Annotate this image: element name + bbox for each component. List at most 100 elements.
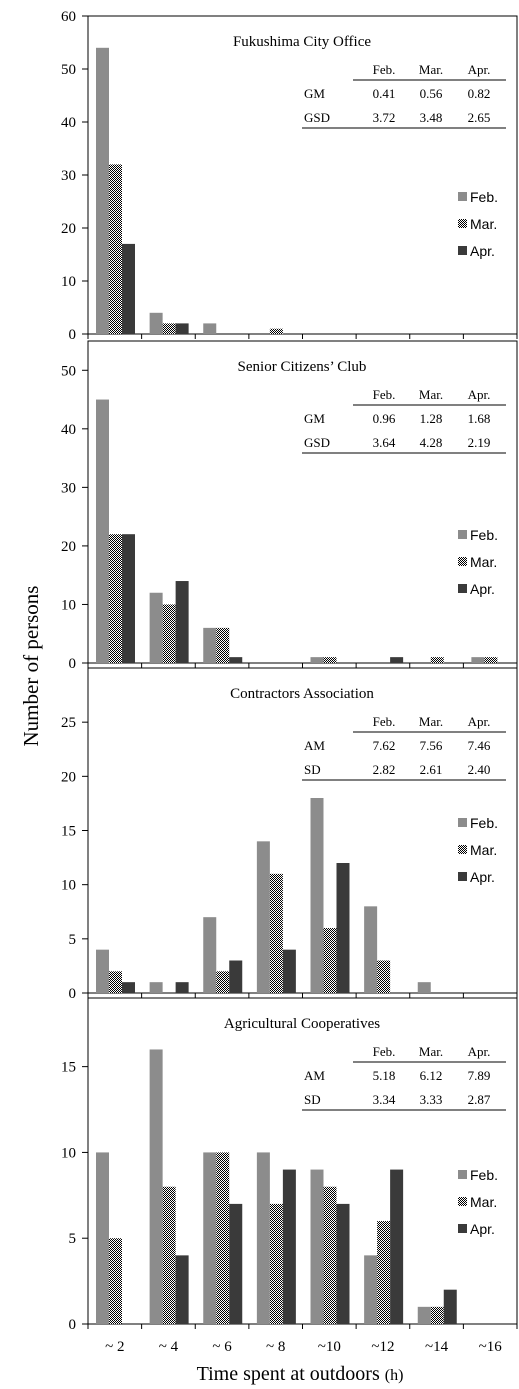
table-cell: 2.82 xyxy=(373,762,396,777)
y-tick-label: 20 xyxy=(61,221,76,237)
bar-mar-1 xyxy=(109,534,122,663)
bar-mar-4 xyxy=(269,1203,283,1324)
bar-feb-2 xyxy=(149,1049,163,1324)
legend-swatch-feb xyxy=(458,1170,467,1179)
bar-feb-1 xyxy=(96,47,109,335)
bar-mar-7 xyxy=(430,1306,444,1324)
y-tick-label: 10 xyxy=(61,878,76,894)
y-tick-label: 40 xyxy=(61,115,76,131)
table-header-cell: Feb. xyxy=(373,387,396,402)
legend-swatch-apr xyxy=(458,246,467,255)
bar-feb-7 xyxy=(417,982,431,993)
legend-swatch-feb xyxy=(458,818,467,827)
y-tick-label: 10 xyxy=(61,274,76,290)
table-header-cell: Apr. xyxy=(468,1044,491,1059)
bar-mar-7 xyxy=(430,657,444,663)
bar-mar-1 xyxy=(109,971,122,993)
bar-apr-4 xyxy=(282,1169,296,1324)
y-tick-label: 10 xyxy=(61,597,76,613)
y-tick-label: 0 xyxy=(69,656,77,672)
legend-label: Feb. xyxy=(470,815,498,831)
y-tick-label: 30 xyxy=(61,168,76,184)
y-tick-label: 5 xyxy=(69,1231,77,1247)
table-cell: GSD xyxy=(304,435,330,450)
legend-label: Apr. xyxy=(470,581,495,597)
table-cell: 2.61 xyxy=(420,762,443,777)
bar-feb-3 xyxy=(203,1152,217,1324)
table-cell: 2.19 xyxy=(468,435,491,450)
legend-label: Mar. xyxy=(470,554,497,570)
y-tick-label: 20 xyxy=(61,769,76,785)
table-cell: 3.34 xyxy=(373,1092,396,1107)
bar-feb-1 xyxy=(96,1152,109,1324)
panel-title: Fukushima City Office xyxy=(233,34,371,50)
legend-label: Apr. xyxy=(470,243,495,259)
bar-feb-4 xyxy=(256,841,270,993)
bar-mar-2 xyxy=(162,604,176,663)
table-cell: 2.87 xyxy=(468,1092,491,1107)
bar-apr-7 xyxy=(443,1289,457,1324)
x-axis-label: Time spent at outdoors (h) xyxy=(197,1363,404,1385)
bar-feb-5 xyxy=(310,1169,324,1324)
table-cell: 0.82 xyxy=(468,86,491,101)
bar-feb-6 xyxy=(364,1255,378,1324)
y-tick-label: 0 xyxy=(69,986,77,1002)
legend-swatch-apr xyxy=(458,872,467,881)
table-header-cell: Feb. xyxy=(373,1044,396,1059)
bar-apr-5 xyxy=(336,863,350,993)
y-tick-label: 50 xyxy=(61,62,76,78)
y-tick-label: 5 xyxy=(69,932,77,948)
legend-swatch-apr xyxy=(458,1224,467,1233)
x-axis-label-unit: (h) xyxy=(385,1367,404,1384)
bar-apr-2 xyxy=(175,982,189,993)
table-cell: 7.62 xyxy=(373,738,396,753)
table-header-cell: Mar. xyxy=(419,1044,443,1059)
bar-feb-3 xyxy=(203,627,217,663)
table-cell: SD xyxy=(304,762,321,777)
legend-label: Apr. xyxy=(470,869,495,885)
y-tick-label: 10 xyxy=(61,1145,76,1161)
y-tick-label: 50 xyxy=(61,363,76,379)
bar-mar-6 xyxy=(377,960,391,993)
x-tick-label: ~10 xyxy=(318,1339,341,1355)
x-tick-label: ~ 8 xyxy=(266,1339,285,1355)
x-tick-label: ~16 xyxy=(479,1339,503,1355)
bar-feb-1 xyxy=(96,949,109,993)
bar-mar-1 xyxy=(109,1238,122,1324)
bar-feb-1 xyxy=(96,399,109,663)
table-cell: 2.40 xyxy=(468,762,491,777)
bar-apr-2 xyxy=(175,581,189,663)
table-cell: 3.48 xyxy=(420,110,443,125)
table-cell: AM xyxy=(304,738,325,753)
x-tick-label: ~12 xyxy=(371,1339,394,1355)
bar-feb-8 xyxy=(471,657,485,663)
plot-frame xyxy=(87,15,518,335)
table-header-cell: Feb. xyxy=(373,714,396,729)
table-header-cell: Mar. xyxy=(419,714,443,729)
y-tick-label: 15 xyxy=(61,1060,76,1076)
y-axis-label: Number of persons xyxy=(19,586,43,747)
bar-feb-2 xyxy=(149,312,163,334)
bar-feb-6 xyxy=(364,906,378,993)
bar-apr-1 xyxy=(122,982,135,993)
bar-apr-2 xyxy=(175,1255,189,1324)
bar-feb-4 xyxy=(256,1152,270,1324)
panel-4: 0 5 10 15 Agricultural Cooperatives Feb. Mar. A… xyxy=(61,997,518,1355)
bar-feb-7 xyxy=(417,1306,431,1324)
bar-feb-3 xyxy=(203,917,217,993)
bar-apr-1 xyxy=(122,534,135,663)
table-header-cell: Apr. xyxy=(468,714,491,729)
table-cell: 1.68 xyxy=(468,411,491,426)
legend-label: Apr. xyxy=(470,1221,495,1237)
table-cell: 3.72 xyxy=(373,110,396,125)
bar-mar-4 xyxy=(269,873,283,993)
table-cell: 7.89 xyxy=(468,1068,491,1083)
table-cell: GM xyxy=(304,86,325,101)
y-tick-label: 20 xyxy=(61,539,76,555)
legend-swatch-apr xyxy=(458,584,467,593)
legend-label: Feb. xyxy=(470,527,498,543)
legend-swatch-mar xyxy=(458,845,467,854)
legend-swatch-feb xyxy=(458,530,467,539)
bar-mar-2 xyxy=(162,323,176,334)
table-header-cell: Apr. xyxy=(468,387,491,402)
